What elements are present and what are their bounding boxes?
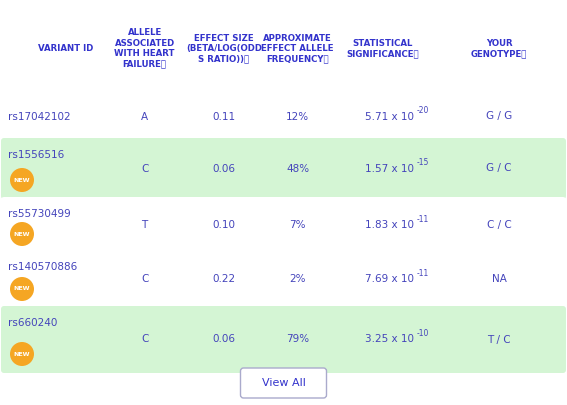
Text: NEW: NEW [14, 177, 30, 183]
Text: 2%: 2% [289, 274, 306, 284]
Text: -11: -11 [417, 269, 429, 277]
Text: 5.71 x 10: 5.71 x 10 [365, 111, 414, 122]
Text: ALLELE
ASSOCIATED
WITH HEART
FAILUREⓘ: ALLELE ASSOCIATED WITH HEART FAILUREⓘ [115, 28, 175, 68]
Text: -10: -10 [417, 329, 429, 338]
Text: T / C: T / C [487, 335, 511, 345]
FancyBboxPatch shape [1, 306, 566, 373]
Text: STATISTICAL
SIGNIFICANCEⓘ: STATISTICAL SIGNIFICANCEⓘ [346, 39, 419, 58]
Text: 1.57 x 10: 1.57 x 10 [365, 164, 414, 173]
Text: -15: -15 [417, 158, 429, 167]
Circle shape [10, 342, 34, 366]
Text: 0.06: 0.06 [213, 335, 235, 345]
Text: T: T [141, 220, 148, 230]
Text: G / C: G / C [486, 164, 511, 173]
Circle shape [10, 168, 34, 192]
Text: rs140570886: rs140570886 [8, 262, 77, 272]
Text: EFFECT SIZE
(BETA/LOG(ODD
S RATIO))ⓘ: EFFECT SIZE (BETA/LOG(ODD S RATIO))ⓘ [186, 34, 262, 64]
Text: 0.11: 0.11 [213, 111, 235, 122]
Text: NA: NA [492, 274, 506, 284]
Text: 79%: 79% [286, 335, 309, 345]
Text: YOUR
GENOTYPEⓘ: YOUR GENOTYPEⓘ [471, 39, 527, 58]
Text: 7%: 7% [289, 220, 306, 230]
Text: C: C [141, 335, 149, 345]
Text: 0.22: 0.22 [213, 274, 235, 284]
Text: 0.10: 0.10 [213, 220, 235, 230]
FancyBboxPatch shape [1, 138, 566, 199]
Text: A: A [141, 111, 148, 122]
Text: 3.25 x 10: 3.25 x 10 [365, 335, 414, 345]
Text: C: C [141, 274, 149, 284]
Text: rs1556516: rs1556516 [8, 150, 64, 160]
Text: -20: -20 [417, 106, 429, 115]
FancyBboxPatch shape [1, 92, 566, 141]
Text: View All: View All [261, 378, 306, 388]
Text: 0.06: 0.06 [213, 164, 235, 173]
Text: APPROXIMATE
EFFECT ALLELE
FREQUENCYⓘ: APPROXIMATE EFFECT ALLELE FREQUENCYⓘ [261, 34, 334, 64]
Text: rs55730499: rs55730499 [8, 209, 71, 219]
Text: VARIANT ID: VARIANT ID [37, 44, 93, 53]
Text: -11: -11 [417, 215, 429, 224]
Circle shape [10, 277, 34, 301]
Text: rs660240: rs660240 [8, 318, 57, 328]
Text: rs17042102: rs17042102 [8, 111, 71, 122]
Text: NEW: NEW [14, 232, 30, 237]
Text: 1.83 x 10: 1.83 x 10 [365, 220, 414, 230]
Circle shape [10, 222, 34, 246]
Text: NEW: NEW [14, 352, 30, 356]
FancyBboxPatch shape [1, 250, 566, 308]
Text: C: C [141, 164, 149, 173]
Text: NEW: NEW [14, 286, 30, 292]
Text: G / G: G / G [486, 111, 512, 122]
FancyBboxPatch shape [240, 368, 327, 398]
Text: 48%: 48% [286, 164, 309, 173]
Text: 7.69 x 10: 7.69 x 10 [365, 274, 414, 284]
FancyBboxPatch shape [1, 197, 566, 253]
Text: C / C: C / C [486, 220, 511, 230]
Text: 12%: 12% [286, 111, 309, 122]
